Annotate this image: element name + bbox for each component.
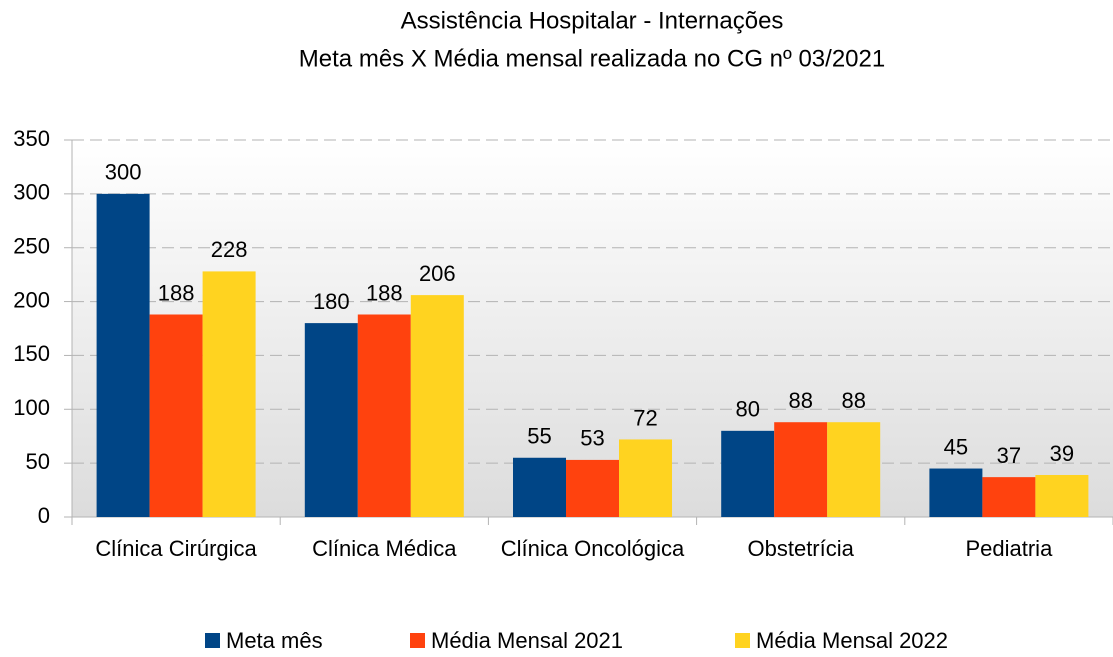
- y-tick-label: 0: [38, 503, 50, 528]
- bar: [149, 314, 203, 517]
- legend-swatch: [205, 633, 220, 648]
- bar: [357, 314, 411, 517]
- data-label: 228: [211, 237, 248, 262]
- data-label: 55: [527, 424, 551, 449]
- legend-swatch: [410, 633, 425, 648]
- data-label: 45: [944, 434, 968, 459]
- legend-label: Meta mês: [226, 628, 323, 653]
- y-tick-label: 200: [13, 287, 50, 312]
- bar: [827, 422, 881, 517]
- legend-label: Média Mensal 2021: [431, 628, 623, 653]
- data-label: 180: [313, 289, 350, 314]
- x-tick-label: Pediatria: [965, 536, 1053, 561]
- legend-swatch: [735, 633, 750, 648]
- x-tick-label: Clínica Cirúrgica: [95, 536, 257, 561]
- data-label: 206: [419, 261, 456, 286]
- legend-label: Média Mensal 2022: [756, 628, 948, 653]
- bar: [929, 468, 983, 517]
- y-tick-label: 150: [13, 341, 50, 366]
- bar: [774, 422, 828, 517]
- data-label: 188: [366, 280, 403, 305]
- bar: [721, 430, 775, 517]
- y-tick-label: 100: [13, 395, 50, 420]
- bar: [619, 439, 672, 517]
- chart-subtitle: Meta mês X Média mensal realizada no CG …: [299, 45, 885, 72]
- bar: [304, 323, 358, 517]
- bar: [1035, 474, 1089, 517]
- bar: [202, 271, 256, 517]
- data-label: 300: [105, 160, 142, 185]
- data-label: 88: [788, 388, 812, 413]
- y-tick-label: 350: [13, 126, 50, 151]
- y-tick-label: 50: [26, 449, 50, 474]
- data-label: 80: [735, 397, 759, 422]
- data-label: 37: [997, 443, 1021, 468]
- bar: [96, 193, 150, 517]
- data-label: 72: [633, 405, 657, 430]
- bar: [982, 477, 1036, 517]
- y-tick-label: 250: [13, 234, 50, 259]
- data-label: 39: [1050, 441, 1074, 466]
- bar: [410, 295, 464, 517]
- bar: [513, 457, 566, 517]
- data-label: 88: [841, 388, 865, 413]
- chart-title: Assistência Hospitalar - Internações: [401, 7, 784, 34]
- data-label: 53: [580, 426, 604, 451]
- bar: [566, 459, 619, 517]
- x-tick-label: Clínica Médica: [312, 536, 457, 561]
- x-tick-label: Obstetrícia: [748, 536, 855, 561]
- x-tick-label: Clínica Oncológica: [501, 536, 685, 561]
- data-label: 188: [158, 280, 195, 305]
- y-tick-label: 300: [13, 180, 50, 205]
